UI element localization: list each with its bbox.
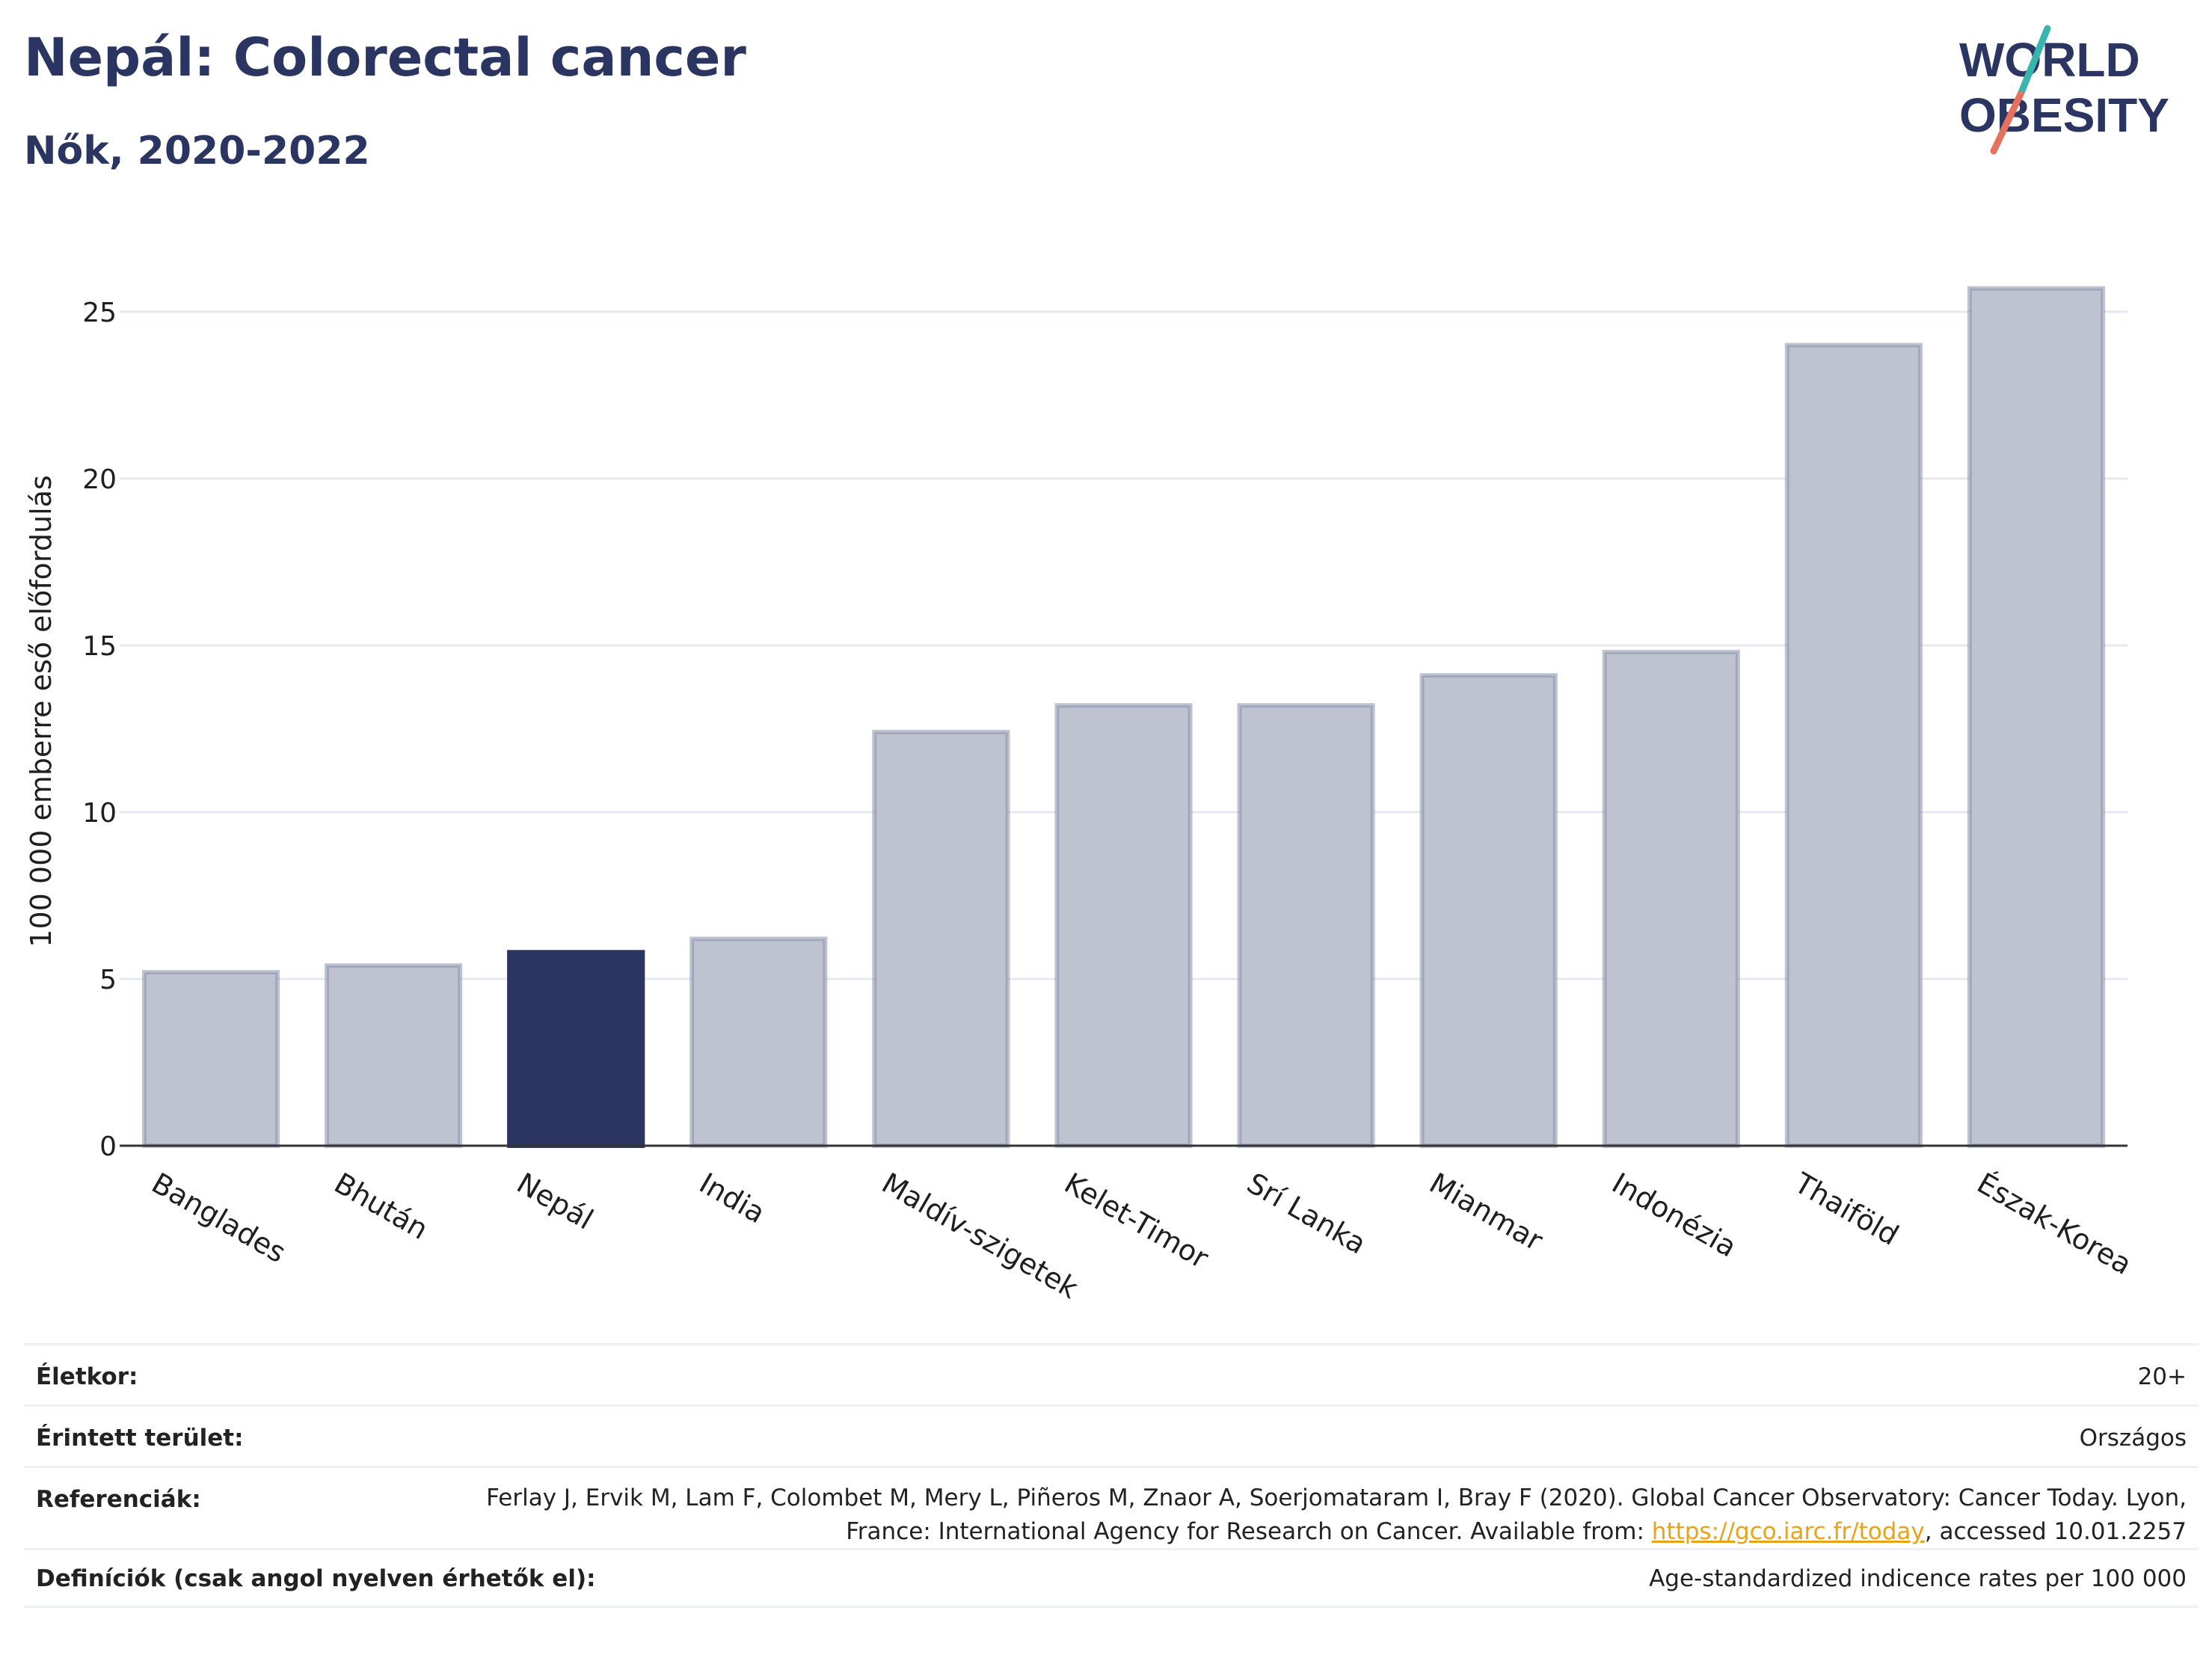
meta-row-references: Referenciák: Ferlay J, Ervik M, Lam F, C… — [24, 1466, 2199, 1548]
references-label: Referenciák: — [36, 1486, 201, 1513]
bars — [141, 286, 2106, 1149]
bar-Bhután — [325, 963, 463, 1149]
logo-text-world: WORLD — [1959, 33, 2140, 87]
x-tick-label: India — [694, 1167, 771, 1230]
bar-India — [689, 936, 828, 1148]
x-tick-label: Nepál — [511, 1167, 599, 1236]
area-label: Érintett terület: — [36, 1425, 244, 1452]
bar-Srí Lanka — [1237, 703, 1375, 1148]
y-tick-label: 20 — [82, 464, 117, 495]
bar-Indonézia — [1602, 649, 1740, 1148]
y-tick-label: 15 — [82, 631, 117, 662]
bar-Maldív-szigetek — [872, 729, 1010, 1148]
x-tick-label: Bhután — [329, 1167, 434, 1246]
bar-Nepál — [507, 950, 645, 1148]
chart-title: Nepál: Colorectal cancer — [24, 27, 746, 88]
logo-slash-coral — [1990, 90, 2024, 155]
references-text-part1: Ferlay J, Ervik M, Lam F, Colombet M, Me… — [486, 1484, 2187, 1545]
bar-Mianmar — [1419, 673, 1558, 1148]
x-tick-label: Srí Lanka — [1241, 1167, 1371, 1261]
y-tick-label: 25 — [82, 298, 117, 328]
references-link[interactable]: https://gco.iarc.fr/today — [1651, 1518, 1925, 1545]
x-tick-label: Maldív-szigetek — [876, 1167, 1084, 1305]
bar-chart: 0 5 10 15 20 25 Banglades Bhután Nepál India Mald… — [25, 286, 2138, 1305]
x-tick-label: Banglades — [147, 1167, 292, 1269]
metadata-table: Életkor: 20+ Érintett terület: Országos … — [24, 1343, 2199, 1608]
x-tick-label: Indonézia — [1606, 1167, 1742, 1264]
y-tick-label: 0 — [99, 1132, 117, 1162]
bar-Banglades — [141, 970, 280, 1149]
x-tick-label: Kelet-Timor — [1059, 1167, 1214, 1275]
x-tick-labels: Banglades Bhután Nepál India Maldív-szigetek… — [147, 1166, 2138, 1305]
meta-row-area: Érintett terület: Országos — [24, 1404, 2199, 1466]
definitions-value: Age-standardized indicence rates per 100… — [1649, 1565, 2187, 1592]
bar-Észak-Korea — [1967, 286, 2106, 1149]
meta-row-age: Életkor: 20+ — [24, 1343, 2199, 1404]
bar-Thaiföld — [1784, 343, 1923, 1149]
chart-subtitle: Nők, 2020-2022 — [24, 129, 370, 174]
x-tick-label: Észak-Korea — [1971, 1167, 2137, 1281]
definitions-label: Definíciók (csak angol nyelven érhetők e… — [36, 1565, 596, 1592]
age-value: 20+ — [2137, 1363, 2187, 1390]
x-tick-label: Thaiföld — [1788, 1166, 1904, 1252]
logo-slash-teal — [2017, 25, 2051, 98]
y-tick-label: 5 — [99, 965, 117, 995]
area-value: Országos — [2079, 1425, 2187, 1452]
age-label: Életkor: — [36, 1363, 138, 1390]
y-tick-label: 10 — [82, 798, 117, 829]
meta-row-definitions: Definíciók (csak angol nyelven érhetők e… — [24, 1548, 2199, 1608]
y-axis-label: 100 000 emberre eső előfordulás — [25, 475, 58, 947]
y-tick-labels: 0 5 10 15 20 25 — [82, 298, 117, 1162]
references-text-part2: , accessed 10.01.2257 — [1924, 1518, 2187, 1545]
references-text: Ferlay J, Ervik M, Lam F, Colombet M, Me… — [467, 1481, 2187, 1549]
logo-text-obesity: OBESITY — [1959, 88, 2169, 142]
x-tick-label: Mianmar — [1424, 1167, 1549, 1258]
bar-Kelet-Timor — [1054, 703, 1193, 1148]
world-obesity-logo: WORLD OBESITY — [1959, 25, 2169, 155]
